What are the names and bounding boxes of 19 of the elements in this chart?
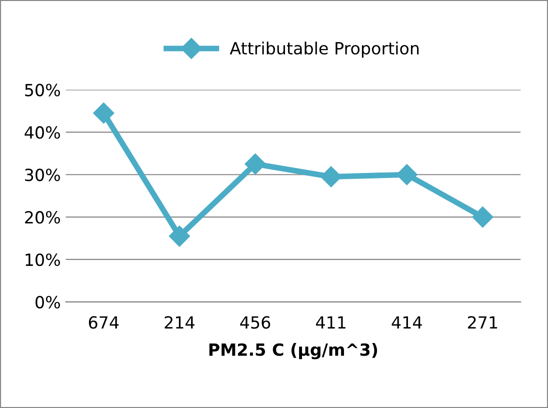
legend-label: Attributable Proportion [230, 42, 419, 58]
x-tick-label: 674 [88, 316, 119, 329]
x-tick-label: 414 [392, 316, 422, 328]
point [93, 102, 114, 124]
point [472, 206, 494, 228]
y-tick-label: 50% [25, 84, 60, 96]
y-tick-label: 40% [24, 126, 60, 139]
y-tick-label: 0% [36, 296, 60, 308]
x-tick-label: 271 [468, 316, 498, 328]
y-tick-label: 20% [25, 211, 60, 224]
x-tick-label: 411 [316, 316, 346, 328]
y-tick-label: 30% [25, 168, 60, 182]
point [168, 226, 190, 247]
point [396, 164, 418, 186]
x-tick-label: 214 [164, 316, 194, 328]
x-tick-label: 456 [240, 316, 270, 329]
y-tick-label: 10% [26, 253, 60, 266]
point [244, 154, 266, 175]
x-axis-title: PM2.5 C (µg/m^3) [209, 343, 378, 360]
